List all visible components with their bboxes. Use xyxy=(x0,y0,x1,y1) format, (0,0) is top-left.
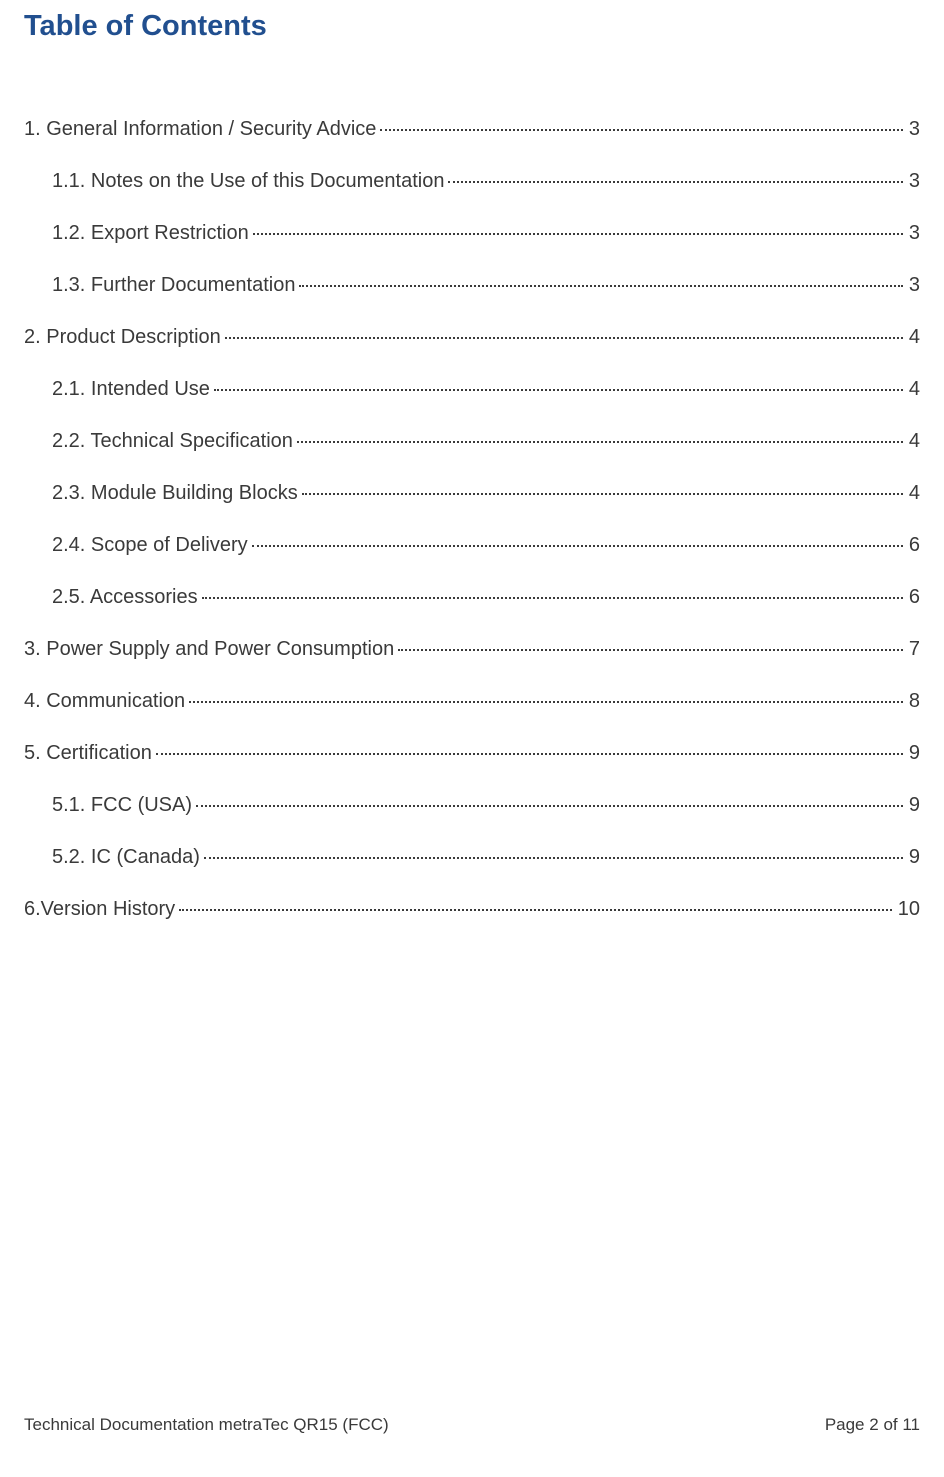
toc-page: 6 xyxy=(907,531,920,559)
toc-entry[interactable]: 2.4. Scope of Delivery 6 xyxy=(24,531,920,559)
toc-label: 2.2. Technical Specification xyxy=(52,427,293,455)
toc-page: 3 xyxy=(907,271,920,299)
toc-label: 5.1. FCC (USA) xyxy=(52,791,192,819)
footer-page-current: 2 xyxy=(869,1415,878,1434)
toc-dots xyxy=(214,389,903,391)
toc-dots xyxy=(252,545,903,547)
toc-dots xyxy=(380,129,902,131)
page-footer: Technical Documentation metraTec QR15 (F… xyxy=(24,1415,920,1435)
toc-dots xyxy=(189,701,903,703)
toc-page: 8 xyxy=(907,687,920,715)
toc-page: 7 xyxy=(907,635,920,663)
toc-entry[interactable]: 1.2. Export Restriction 3 xyxy=(24,219,920,247)
toc-dots xyxy=(179,909,892,911)
page-title: Table of Contents xyxy=(24,10,920,43)
toc-entry[interactable]: 1.3. Further Documentation 3 xyxy=(24,271,920,299)
toc-dots xyxy=(448,181,902,183)
toc-dots xyxy=(156,753,903,755)
toc-container: 1. General Information / Security Advice… xyxy=(24,115,920,923)
toc-page: 9 xyxy=(907,739,920,767)
toc-dots xyxy=(196,805,903,807)
toc-entry[interactable]: 4. Communication 8 xyxy=(24,687,920,715)
toc-dots xyxy=(202,597,903,599)
toc-label: 5.2. IC (Canada) xyxy=(52,843,200,871)
toc-label: 6.Version History xyxy=(24,895,175,923)
footer-page-total: 11 xyxy=(902,1415,920,1434)
toc-page: 9 xyxy=(907,843,920,871)
toc-label: 1.1. Notes on the Use of this Documentat… xyxy=(52,167,444,195)
toc-page: 6 xyxy=(907,583,920,611)
toc-entry[interactable]: 3. Power Supply and Power Consumption 7 xyxy=(24,635,920,663)
toc-label: 2. Product Description xyxy=(24,323,221,351)
toc-page: 4 xyxy=(907,427,920,455)
toc-label: 2.1. Intended Use xyxy=(52,375,210,403)
toc-entry[interactable]: 2. Product Description 4 xyxy=(24,323,920,351)
footer-page-prefix: Page xyxy=(825,1415,869,1434)
toc-dots xyxy=(225,337,903,339)
toc-entry[interactable]: 5.2. IC (Canada) 9 xyxy=(24,843,920,871)
toc-page: 3 xyxy=(907,167,920,195)
toc-label: 2.3. Module Building Blocks xyxy=(52,479,298,507)
toc-entry[interactable]: 5.1. FCC (USA) 9 xyxy=(24,791,920,819)
toc-page: 10 xyxy=(896,895,920,923)
toc-page: 4 xyxy=(907,323,920,351)
toc-page: 9 xyxy=(907,791,920,819)
toc-dots xyxy=(204,857,903,859)
toc-label: 3. Power Supply and Power Consumption xyxy=(24,635,394,663)
toc-entry[interactable]: 1.1. Notes on the Use of this Documentat… xyxy=(24,167,920,195)
toc-label: 2.4. Scope of Delivery xyxy=(52,531,248,559)
toc-label: 2.5. Accessories xyxy=(52,583,198,611)
toc-dots xyxy=(398,649,903,651)
footer-right: Page 2 of 11 xyxy=(825,1415,920,1435)
toc-label: 1. General Information / Security Advice xyxy=(24,115,376,143)
toc-label: 1.3. Further Documentation xyxy=(52,271,295,299)
toc-dots xyxy=(302,493,903,495)
toc-dots xyxy=(299,285,902,287)
toc-entry[interactable]: 2.1. Intended Use 4 xyxy=(24,375,920,403)
footer-page-of: of xyxy=(879,1415,903,1434)
toc-entry[interactable]: 2.2. Technical Specification 4 xyxy=(24,427,920,455)
toc-dots xyxy=(297,441,903,443)
toc-page: 3 xyxy=(907,115,920,143)
toc-page: 3 xyxy=(907,219,920,247)
toc-dots xyxy=(253,233,903,235)
toc-page: 4 xyxy=(907,375,920,403)
toc-entry[interactable]: 2.5. Accessories 6 xyxy=(24,583,920,611)
toc-label: 4. Communication xyxy=(24,687,185,715)
toc-page: 4 xyxy=(907,479,920,507)
footer-left: Technical Documentation metraTec QR15 (F… xyxy=(24,1415,389,1435)
toc-label: 5. Certification xyxy=(24,739,152,767)
toc-entry[interactable]: 2.3. Module Building Blocks 4 xyxy=(24,479,920,507)
toc-entry[interactable]: 6.Version History 10 xyxy=(24,895,920,923)
toc-label: 1.2. Export Restriction xyxy=(52,219,249,247)
toc-entry[interactable]: 5. Certification 9 xyxy=(24,739,920,767)
toc-entry[interactable]: 1. General Information / Security Advice… xyxy=(24,115,920,143)
